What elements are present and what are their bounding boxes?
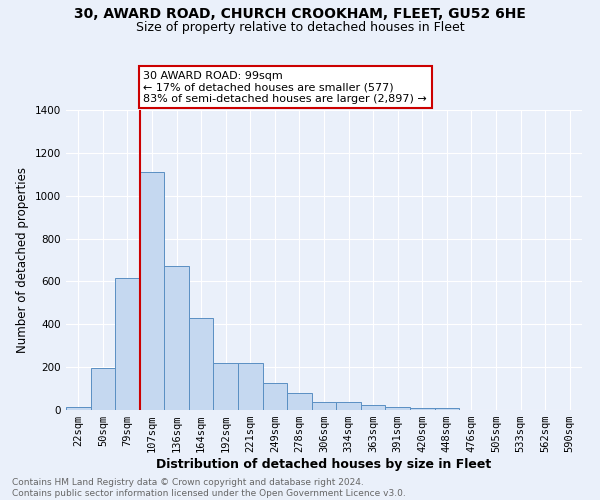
Text: 30, AWARD ROAD, CHURCH CROOKHAM, FLEET, GU52 6HE: 30, AWARD ROAD, CHURCH CROOKHAM, FLEET, … [74, 8, 526, 22]
Text: Size of property relative to detached houses in Fleet: Size of property relative to detached ho… [136, 21, 464, 34]
Bar [361, 406, 385, 410]
Bar [214, 364, 238, 410]
Bar [410, 408, 434, 410]
X-axis label: Distribution of detached houses by size in Fleet: Distribution of detached houses by size … [157, 458, 491, 471]
Text: Contains HM Land Registry data © Crown copyright and database right 2024.
Contai: Contains HM Land Registry data © Crown c… [12, 478, 406, 498]
Bar [238, 364, 263, 410]
Bar [164, 266, 189, 410]
Bar [66, 407, 91, 410]
Bar [434, 408, 459, 410]
Bar [189, 318, 214, 410]
Bar [336, 402, 361, 410]
Y-axis label: Number of detached properties: Number of detached properties [16, 167, 29, 353]
Bar [115, 278, 140, 410]
Bar [385, 407, 410, 410]
Bar [287, 393, 312, 410]
Bar [91, 368, 115, 410]
Bar [312, 402, 336, 410]
Bar [140, 172, 164, 410]
Bar [263, 382, 287, 410]
Text: 30 AWARD ROAD: 99sqm
← 17% of detached houses are smaller (577)
83% of semi-deta: 30 AWARD ROAD: 99sqm ← 17% of detached h… [143, 71, 427, 104]
